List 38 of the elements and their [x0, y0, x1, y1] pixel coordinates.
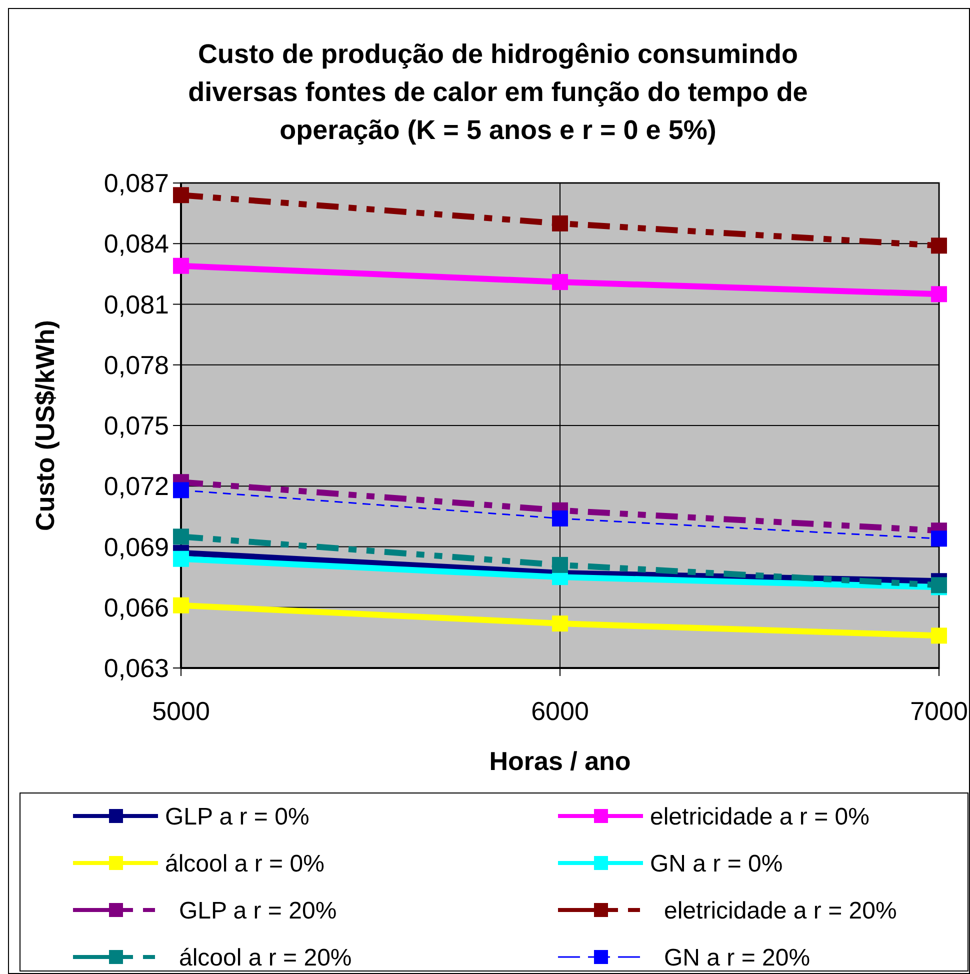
- legend-label: eletricidade a r = 20%: [664, 897, 897, 924]
- point: [552, 510, 568, 526]
- legend-label: eletricidade a r = 0%: [650, 803, 870, 830]
- point: [552, 556, 568, 573]
- legend-label: GN a r = 20%: [664, 944, 810, 972]
- y-tick-label: 0,087: [104, 168, 169, 198]
- point: [552, 274, 568, 290]
- point: [173, 597, 189, 614]
- legend-label: GLP a r = 20%: [179, 897, 337, 924]
- legend-label: álcool a r = 20%: [179, 944, 352, 972]
- y-tick-label: 0,072: [104, 471, 169, 502]
- point: [173, 550, 189, 567]
- point: [931, 286, 947, 302]
- point: [931, 530, 947, 547]
- point: [931, 628, 947, 644]
- x-tick-label: 5000: [152, 696, 210, 726]
- x-tick-label: 7000: [910, 696, 968, 726]
- legend-label: álcool a r = 0%: [165, 850, 324, 878]
- y-tick-label: 0,069: [104, 532, 169, 562]
- y-tick-label: 0,063: [104, 653, 169, 684]
- y-tick-label: 0,081: [104, 289, 169, 320]
- point: [173, 482, 189, 498]
- legend-label: GN a r = 0%: [650, 850, 783, 878]
- y-axis-title: Custo (US$/kWh): [30, 320, 60, 531]
- y-tick-label: 0,066: [104, 592, 169, 622]
- x-tick-label: 6000: [531, 696, 589, 726]
- legend-label: GLP a r = 0%: [165, 803, 310, 830]
- y-tick-label: 0,075: [104, 410, 169, 441]
- x-axis-title: Horas / ano: [489, 746, 631, 776]
- y-tick-label: 0,078: [104, 350, 169, 380]
- chart-title: Custo de produção de hidrogênio consumindo diversas fontes de calor em função do tempo de operação (K = 5 anos e r = 0 e 5%): [188, 39, 808, 145]
- point: [173, 187, 189, 204]
- point: [173, 528, 189, 545]
- y-tick-label: 0,084: [104, 228, 169, 259]
- point: [552, 215, 568, 232]
- point: [552, 616, 568, 632]
- point: [931, 238, 947, 254]
- point: [173, 258, 189, 274]
